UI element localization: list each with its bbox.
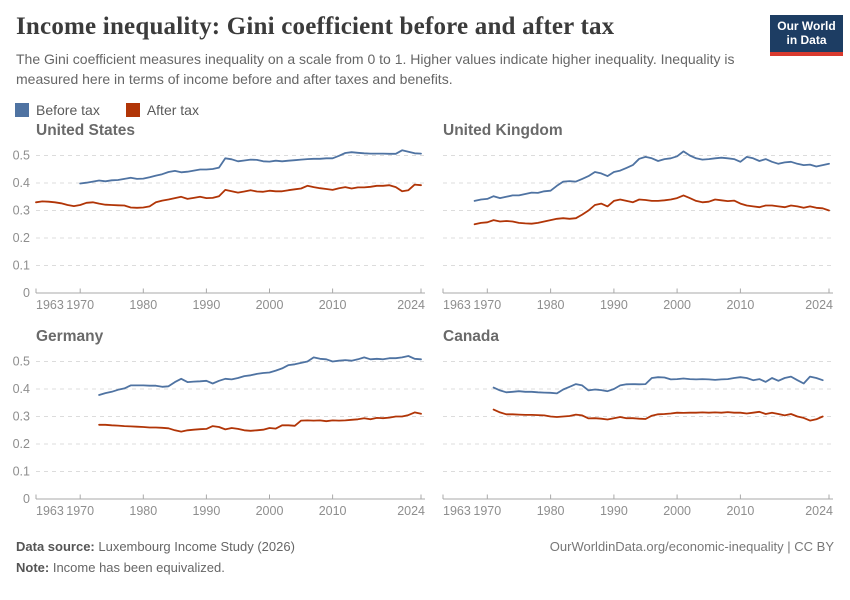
svg-text:2010: 2010 bbox=[726, 504, 754, 518]
svg-text:0.4: 0.4 bbox=[13, 176, 30, 190]
svg-text:1980: 1980 bbox=[129, 298, 157, 312]
legend-item-before-tax: Before tax bbox=[15, 102, 100, 118]
svg-text:2024: 2024 bbox=[397, 298, 425, 312]
footer-link[interactable]: OurWorldinData.org/economic-inequality |… bbox=[549, 538, 834, 554]
chart-cell-united-kingdom: United Kingdom 1963 1970 1980 1990 2000 2010 2… bbox=[430, 122, 850, 318]
footer: Data source: Luxembourg Income Study (20… bbox=[16, 536, 834, 579]
legend: Before tax After tax bbox=[15, 102, 834, 118]
svg-text:0.3: 0.3 bbox=[13, 409, 30, 423]
page-title: Income inequality: Gini coefficient befo… bbox=[16, 13, 615, 40]
svg-text:2024: 2024 bbox=[805, 504, 833, 518]
svg-text:0.2: 0.2 bbox=[13, 437, 30, 451]
svg-text:2010: 2010 bbox=[726, 298, 754, 312]
data-source-line: Data source: Luxembourg Income Study (20… bbox=[16, 536, 295, 557]
svg-text:0.1: 0.1 bbox=[13, 464, 30, 478]
svg-text:0.5: 0.5 bbox=[13, 148, 30, 162]
owid-logo-line1: Our World bbox=[777, 19, 836, 33]
data-source-label: Data source: bbox=[16, 538, 95, 554]
note-text: Income has been equivalized. bbox=[49, 560, 225, 576]
svg-text:0.2: 0.2 bbox=[13, 231, 30, 245]
svg-text:1963: 1963 bbox=[36, 298, 64, 312]
svg-text:2010: 2010 bbox=[319, 298, 347, 312]
note-line: Note: Income has been equivalized. bbox=[16, 557, 295, 578]
svg-text:1970: 1970 bbox=[66, 298, 94, 312]
chart-title-canada: Canada bbox=[443, 327, 499, 345]
svg-text:0: 0 bbox=[23, 286, 30, 300]
svg-text:0.4: 0.4 bbox=[13, 382, 30, 396]
chart-cell-germany: Germany 0.1 0.2 0.3 0.4 0.5 0 1963 1970 1980 1990… bbox=[0, 328, 425, 524]
svg-text:1963: 1963 bbox=[443, 504, 471, 518]
svg-text:1980: 1980 bbox=[129, 504, 157, 518]
svg-text:2024: 2024 bbox=[805, 298, 833, 312]
owid-logo[interactable]: Our World in Data bbox=[770, 15, 843, 56]
header: Income inequality: Gini coefficient befo… bbox=[0, 0, 850, 90]
legend-label-after-tax: After tax bbox=[146, 101, 199, 118]
svg-text:2000: 2000 bbox=[256, 504, 284, 518]
svg-text:2000: 2000 bbox=[663, 504, 691, 518]
svg-text:1970: 1970 bbox=[473, 504, 501, 518]
svg-text:1990: 1990 bbox=[192, 298, 220, 312]
svg-text:1990: 1990 bbox=[600, 504, 628, 518]
svg-text:1990: 1990 bbox=[192, 504, 220, 518]
chart-title-united-states: United States bbox=[36, 121, 136, 139]
svg-text:1980: 1980 bbox=[537, 504, 565, 518]
svg-text:1980: 1980 bbox=[537, 298, 565, 312]
data-source-text: Luxembourg Income Study (2026) bbox=[94, 538, 295, 554]
chart-canvas-united-kingdom[interactable]: 1963 1970 1980 1990 2000 2010 2024 bbox=[430, 148, 850, 318]
legend-label-before-tax: Before tax bbox=[36, 101, 100, 118]
svg-text:1970: 1970 bbox=[66, 504, 94, 518]
svg-text:1970: 1970 bbox=[473, 298, 501, 312]
chart-canvas-canada[interactable]: 1963 1970 1980 1990 2000 2010 2024 bbox=[430, 354, 850, 524]
svg-text:0.5: 0.5 bbox=[13, 354, 30, 368]
svg-text:2010: 2010 bbox=[319, 504, 347, 518]
svg-text:2024: 2024 bbox=[397, 504, 425, 518]
svg-text:1963: 1963 bbox=[443, 298, 471, 312]
chart-canvas-germany[interactable]: 0.1 0.2 0.3 0.4 0.5 0 1963 1970 1980 1990 2000 2010… bbox=[0, 354, 425, 524]
legend-swatch-before-tax bbox=[15, 102, 29, 117]
svg-text:1990: 1990 bbox=[600, 298, 628, 312]
svg-text:2000: 2000 bbox=[663, 298, 691, 312]
charts-grid: United States 0.1 0.2 0.3 0.4 0.5 0 1963 1970 19… bbox=[0, 122, 850, 524]
svg-text:0: 0 bbox=[23, 492, 30, 506]
owid-logo-red-bar bbox=[770, 51, 843, 56]
chart-canvas-united-states[interactable]: 0.1 0.2 0.3 0.4 0.5 0 1963 1970 1980 1990 2000 2010… bbox=[0, 148, 425, 318]
svg-text:2000: 2000 bbox=[256, 298, 284, 312]
footer-source-note: Data source: Luxembourg Income Study (20… bbox=[16, 536, 295, 579]
legend-swatch-after-tax bbox=[125, 102, 140, 117]
owid-logo-text: Our World in Data bbox=[770, 15, 843, 52]
legend-item-after-tax: After tax bbox=[125, 101, 199, 118]
chart-cell-canada: Canada 1963 1970 1980 1990 2000 2010 2024 bbox=[430, 328, 850, 524]
chart-cell-united-states: United States 0.1 0.2 0.3 0.4 0.5 0 1963 1970 19… bbox=[0, 122, 425, 318]
chart-title-united-kingdom: United Kingdom bbox=[443, 121, 563, 139]
owid-logo-line2: in Data bbox=[786, 32, 827, 47]
note-label: Note: bbox=[16, 560, 50, 576]
svg-text:0.1: 0.1 bbox=[13, 258, 30, 272]
svg-text:1963: 1963 bbox=[36, 504, 64, 518]
svg-text:0.3: 0.3 bbox=[13, 203, 30, 217]
chart-title-germany: Germany bbox=[36, 327, 104, 345]
chart-subtitle: The Gini coefficient measures inequality… bbox=[16, 51, 735, 87]
